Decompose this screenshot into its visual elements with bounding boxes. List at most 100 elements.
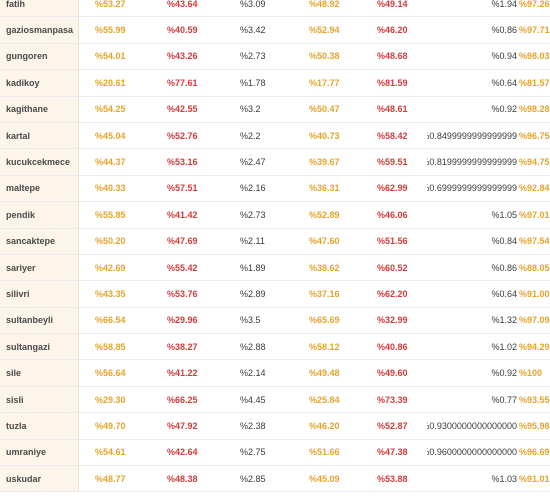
value-5-cell: %48.61 <box>377 104 408 115</box>
district-name-cell: umraniye <box>0 439 79 466</box>
value-5-cell: %73.39 <box>377 394 408 405</box>
value-4-cell: %58.12 <box>309 341 340 352</box>
value-3-cell: %3.5 <box>240 315 261 326</box>
value-3-cell: %2.88 <box>240 341 266 352</box>
value-4-cell: %38.62 <box>309 262 340 273</box>
value-1-cell: %44.37 <box>95 157 126 168</box>
value-4-cell: %39.67 <box>309 157 340 168</box>
value-2-cell: %53.16 <box>167 157 198 168</box>
table-row: sultangazi %58.85 %38.27 %2.88 %58.12 %40.86%… <box>0 334 550 361</box>
value-3-cell: %2.73 <box>240 209 266 220</box>
value-2-cell: %77.61 <box>167 77 198 88</box>
value-1-cell: %54.25 <box>95 104 126 115</box>
value-1-cell: %29.30 <box>95 394 126 405</box>
value-2-cell: %29.96 <box>167 315 198 326</box>
value-7-cell: %94.29 <box>519 341 550 352</box>
table-row: fatih %53.27 %43.64 %3.09 %48.92 %49.14 %1.94%… <box>0 0 550 18</box>
value-2-cell: %47.92 <box>167 420 198 431</box>
district-name-cell: sancaktepe <box>0 228 79 254</box>
value-6-cell: %0.9600000000000000 <box>427 447 517 458</box>
value-3-cell: %2.75 <box>240 447 266 458</box>
value-7-cell: %97.26 <box>519 0 550 9</box>
value-3-cell: %3.42 <box>240 25 266 36</box>
value-1-cell: %53.27 <box>95 0 126 9</box>
value-6-cell: %0.94 <box>491 51 517 62</box>
value-4-cell: %48.92 <box>309 0 340 9</box>
district-name-cell: sultangazi <box>0 334 79 360</box>
table-row: tuzla %49.70 %47.92 %2.38 %46.20 %52.87 %0.930… <box>0 413 550 440</box>
value-6-cell: %0.86 <box>491 262 517 273</box>
value-4-cell: %45.09 <box>309 473 340 484</box>
value-1-cell: %58.85 <box>95 341 126 352</box>
value-7-cell: %96.75 <box>519 130 550 141</box>
value-7-cell: %92.84 <box>519 183 550 194</box>
district-name-cell: sultanbeyli <box>0 307 79 334</box>
value-2-cell: %48.38 <box>167 473 198 484</box>
value-5-cell: %40.86 <box>377 341 408 352</box>
value-4-cell: %52.94 <box>309 25 340 36</box>
value-3-cell: %2.85 <box>240 473 266 484</box>
value-4-cell: %25.84 <box>309 394 340 405</box>
value-4-cell: %49.48 <box>309 368 340 379</box>
value-6-cell: %0.64 <box>491 77 517 88</box>
value-1-cell: %45.04 <box>95 130 126 141</box>
value-4-cell: %51.66 <box>309 447 340 458</box>
value-4-cell: %50.38 <box>309 51 340 62</box>
value-2-cell: %55.42 <box>167 262 198 273</box>
value-3-cell: %2.38 <box>240 420 266 431</box>
value-5-cell: %81.59 <box>377 77 408 88</box>
value-3-cell: %1.78 <box>240 77 266 88</box>
value-1-cell: %50.20 <box>95 236 126 247</box>
value-7-cell: %98.03 <box>519 51 550 62</box>
table-row: sile %56.64 %41.22 %2.14 %49.48 %49.60 %0.92 %1… <box>0 360 550 387</box>
table-row: uskudar %48.77 %48.38 %2.85 %45.09 %53.88 %1.0… <box>0 466 550 493</box>
table-row: silivri %43.35 %53.76 %2.89 %37.16 %62.20 %0.6… <box>0 281 550 308</box>
value-3-cell: %3.2 <box>240 104 261 115</box>
value-5-cell: %49.60 <box>377 368 408 379</box>
table-row: kucukcekmece %44.37 %53.16 %2.47 %39.67 %59.5… <box>0 149 550 176</box>
value-2-cell: %52.76 <box>167 130 198 141</box>
value-7-cell: %93.55 <box>519 394 550 405</box>
value-5-cell: %60.52 <box>377 262 408 273</box>
value-5-cell: %58.42 <box>377 130 408 141</box>
value-6-cell: %1.02 <box>491 341 517 352</box>
value-1-cell: %42.69 <box>95 262 126 273</box>
district-name-cell: gaziosmanpasa <box>0 17 79 43</box>
table-row: kadikoy %20.61 %77.61 %1.78 %17.77 %81.59 %0.6… <box>0 70 550 97</box>
value-2-cell: %41.22 <box>167 368 198 379</box>
value-6-cell: %1.32 <box>491 315 517 326</box>
value-6-cell: %0.8199999999999999 <box>427 157 517 168</box>
table-row: umraniye %54.61 %42.64 %2.75 %51.66 %47.38 %0.… <box>0 439 550 467</box>
district-name-cell: maltepe <box>0 175 79 202</box>
value-2-cell: %42.55 <box>167 104 198 115</box>
value-1-cell: %54.61 <box>95 447 126 458</box>
value-5-cell: %32.99 <box>377 315 408 326</box>
value-6-cell: %1.05 <box>491 209 517 220</box>
value-7-cell: %100 <box>519 368 543 379</box>
value-1-cell: %48.77 <box>95 473 126 484</box>
value-7-cell: %94.75 <box>519 157 550 168</box>
value-3-cell: %3.09 <box>240 0 266 9</box>
value-5-cell: %62.20 <box>377 288 408 299</box>
value-1-cell: %55.85 <box>95 209 126 220</box>
value-6-cell: %0.92 <box>491 368 517 379</box>
district-name-cell: kagithane <box>0 96 79 122</box>
value-3-cell: %2.14 <box>240 368 266 379</box>
value-3-cell: %2.47 <box>240 157 266 168</box>
value-2-cell: %41.42 <box>167 209 198 220</box>
value-5-cell: %46.20 <box>377 25 408 36</box>
value-1-cell: %20.61 <box>95 77 126 88</box>
value-1-cell: %49.70 <box>95 420 126 431</box>
value-6-cell: %1.94 <box>491 0 517 9</box>
district-name-cell: sile <box>0 360 79 386</box>
district-name-cell: pendik <box>0 202 79 228</box>
value-4-cell: %46.20 <box>309 420 340 431</box>
value-5-cell: %53.88 <box>377 473 408 484</box>
value-7-cell: %91.01 <box>519 473 550 484</box>
value-3-cell: %2.16 <box>240 183 266 194</box>
value-7-cell: %81.57 <box>519 77 550 88</box>
value-4-cell: %37.16 <box>309 288 340 299</box>
value-6-cell: %1.03 <box>491 473 517 484</box>
value-4-cell: %17.77 <box>309 77 340 88</box>
